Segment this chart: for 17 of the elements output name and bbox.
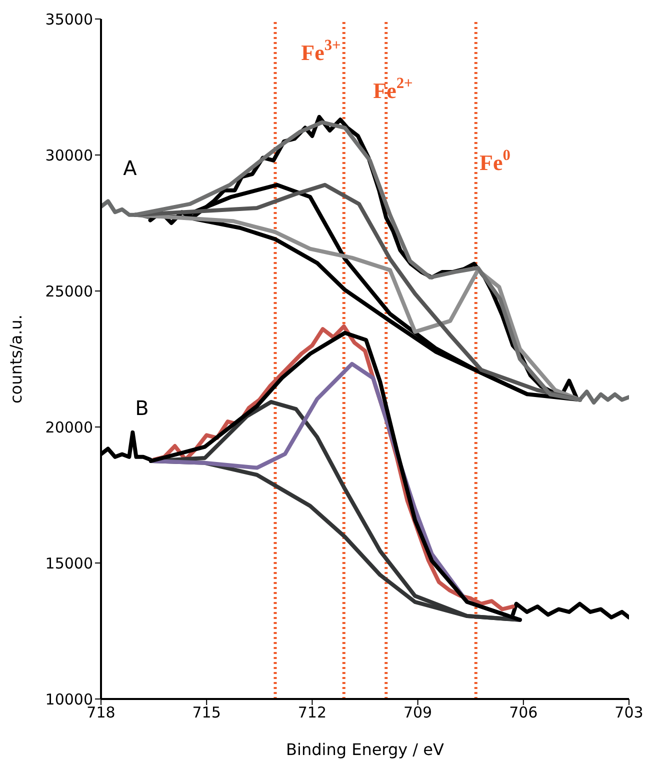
y-tick-label: 20000 — [45, 418, 93, 436]
annotation: Fe$^{0}$ — [480, 147, 511, 176]
x-tick-label: 709 — [403, 704, 432, 722]
annotation: Fe$^{3+}$ — [301, 37, 341, 66]
x-tick-label: 715 — [192, 704, 221, 722]
x-axis-title: Binding Energy / eV — [286, 740, 444, 759]
x-tick-label: 706 — [509, 704, 538, 722]
y-tick-label: 30000 — [45, 146, 93, 164]
y-tick-label: 25000 — [45, 282, 93, 300]
annotation: B — [135, 396, 149, 420]
y-tick-label: 15000 — [45, 554, 93, 572]
y-axis-title: counts/a.u. — [6, 314, 26, 404]
annotation: A — [123, 156, 138, 180]
y-tick-label: 35000 — [45, 10, 93, 28]
x-tick-label: 712 — [298, 704, 327, 722]
annotation: Fe$^{2+}$ — [373, 75, 413, 104]
x-tick-label: 703 — [614, 704, 644, 722]
